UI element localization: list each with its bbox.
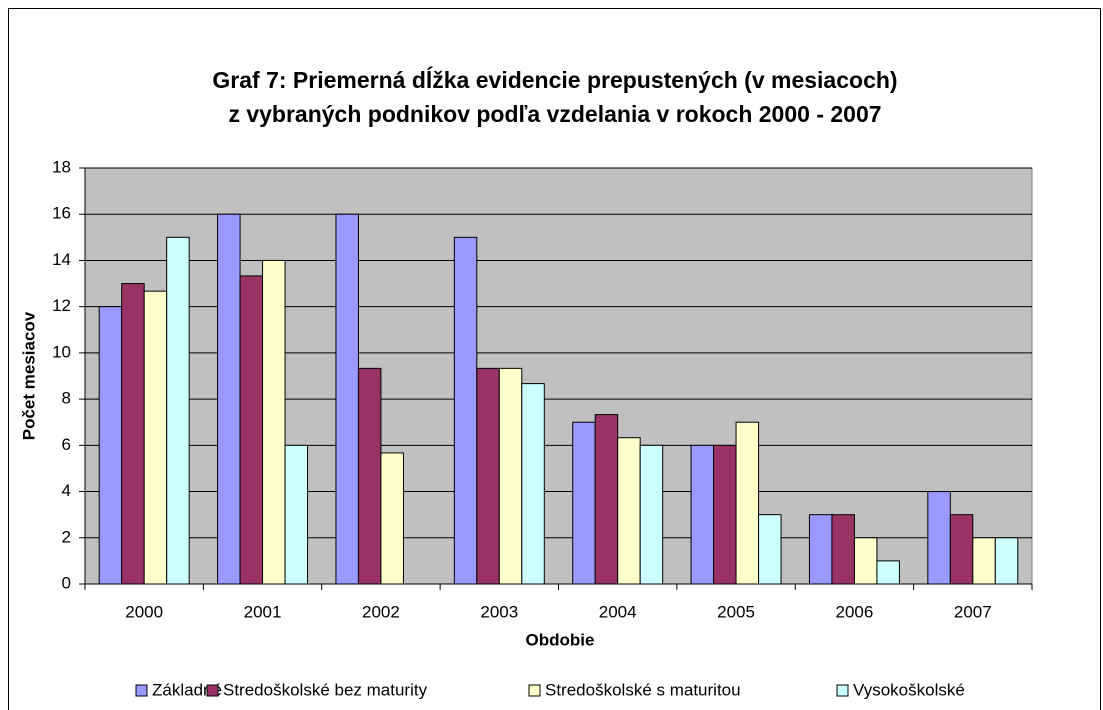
legend-swatch [135, 684, 148, 697]
bar [994, 537, 1019, 585]
bar [453, 236, 478, 585]
bar [335, 213, 359, 585]
legend-swatch [528, 684, 541, 697]
legend-swatch [206, 684, 219, 697]
bar [927, 491, 951, 585]
legend-label: Stredoškolské bez maturity [223, 680, 428, 699]
legend-label: Stredoškolské s maturitou [545, 680, 741, 699]
y-tick-label: 6 [62, 435, 71, 454]
x-tick-label: 2004 [599, 602, 637, 621]
bar [876, 560, 900, 585]
bar [972, 537, 996, 585]
y-tick-label: 12 [52, 296, 71, 315]
bar [639, 444, 664, 585]
y-tick-label: 18 [52, 157, 71, 176]
legend-label: Základné [152, 680, 222, 699]
bar [98, 306, 123, 585]
x-tick-label: 2000 [125, 602, 163, 621]
bar [949, 514, 974, 585]
bar [808, 514, 833, 585]
y-tick-label: 0 [62, 573, 71, 592]
bar [357, 367, 382, 585]
y-tick-label: 4 [62, 481, 71, 500]
bar [498, 367, 523, 585]
bar [572, 421, 596, 585]
x-axis-title: Obdobie [526, 630, 595, 649]
bar [121, 283, 145, 585]
bar [831, 514, 855, 585]
bar [476, 367, 500, 585]
x-tick-label: 2006 [836, 602, 874, 621]
legend-swatch [836, 684, 849, 697]
bar [735, 421, 760, 585]
bar [284, 444, 309, 585]
x-tick-label: 2002 [362, 602, 400, 621]
bar [594, 414, 619, 585]
bar [143, 290, 168, 585]
x-tick-label: 2007 [954, 602, 992, 621]
bar [166, 236, 190, 585]
y-tick-label: 16 [52, 204, 71, 223]
bar [239, 275, 264, 585]
y-tick-label: 10 [52, 342, 71, 361]
bar [217, 213, 241, 585]
y-tick-label: 2 [62, 527, 71, 546]
x-tick-label: 2005 [717, 602, 755, 621]
bar [521, 383, 545, 585]
bar [617, 437, 641, 585]
y-tick-label: 14 [52, 250, 71, 269]
bar [262, 259, 286, 585]
bar [380, 452, 404, 585]
y-tick-label: 8 [62, 389, 71, 408]
bar [713, 444, 737, 585]
x-tick-label: 2003 [480, 602, 518, 621]
bar [853, 537, 878, 585]
legend-label: Vysokoškolské [853, 680, 965, 699]
chart-title: z vybraných podnikov podľa vzdelania v r… [228, 101, 881, 127]
chart-title: Graf 7: Priemerná dĺžka evidencie prepus… [212, 65, 897, 93]
y-axis-title: Počet mesiacov [19, 311, 38, 440]
bar [758, 514, 782, 585]
bar [690, 444, 715, 585]
x-tick-label: 2001 [244, 602, 282, 621]
